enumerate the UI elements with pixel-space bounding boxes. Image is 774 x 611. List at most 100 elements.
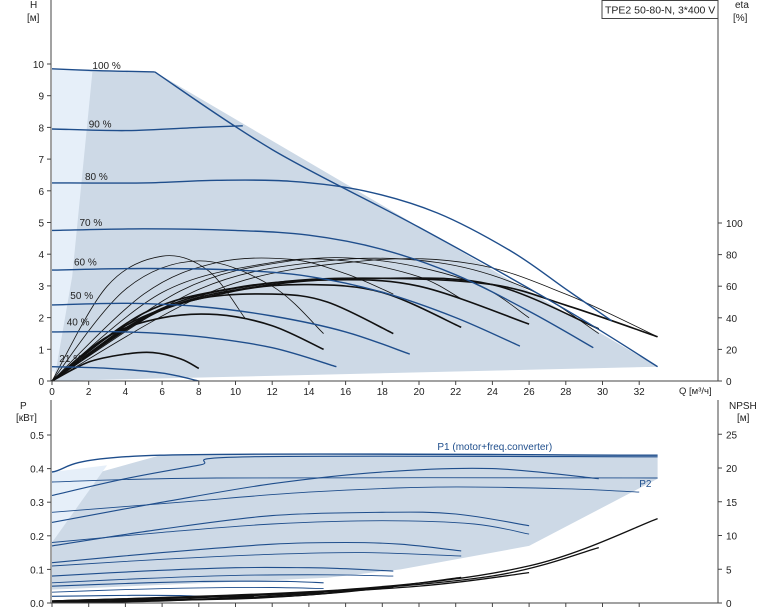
top-title-box: TPE2 50-80-N, 3*400 V [601, 0, 719, 19]
eta-tick-label: 60 [726, 282, 738, 293]
p2-curve-2 [51, 486, 640, 513]
qh-curve-60-percent [51, 267, 521, 347]
npsh-tick-label: 5 [726, 565, 732, 576]
top-operating-regions [52, 68, 658, 382]
efficiency-curve-13 [51, 255, 246, 382]
h-tick-label: 6 [38, 187, 44, 198]
eta-tick-label: 0 [726, 377, 732, 388]
p2-curve-5 [51, 574, 394, 584]
speed-label-100: 100 % [92, 61, 120, 72]
qh-curve-21-percent [51, 366, 199, 382]
max-curve-tail [154, 71, 658, 368]
qh-curve-100-percent [51, 68, 155, 73]
efficiency-curve-9 [51, 258, 462, 382]
bottom-y-label-name: P [20, 401, 27, 412]
qh-curve-40-percent [51, 330, 337, 368]
bottom-y-label-unit: [кВт] [16, 413, 37, 424]
eta-tick-label: 100 [726, 219, 743, 230]
p1-curve-8 [51, 594, 199, 597]
bottom-low-speed-region [52, 465, 108, 543]
h-tick-label: 1 [38, 345, 44, 356]
speed-label-80: 80 % [85, 172, 108, 183]
efficiency-curve-14 [51, 260, 324, 382]
p-tick-label: 0.3 [30, 498, 44, 509]
title-frame [601, 0, 719, 19]
p1-curve-1 [51, 453, 658, 473]
speed-label-60: 60 % [74, 258, 97, 269]
bottom-ticks: 0.0 0.1 0.2 0.3 0.4 0.5 0 5 10 15 20 25 [30, 430, 737, 610]
p1-curve-2 [51, 455, 658, 497]
npsh-tick-label: 15 [726, 498, 738, 509]
bottom-operating-region [52, 455, 658, 590]
p2-curve-3 [51, 520, 530, 543]
p2-curve-4 [51, 552, 462, 567]
h-tick-label: 0 [38, 377, 44, 388]
x-tick-label: 10 [230, 387, 242, 398]
x-tick-label: 14 [303, 387, 315, 398]
efficiency-curve-11 [51, 257, 600, 382]
qh-curve-50-percent [51, 302, 411, 355]
x-tick-label: 0 [49, 387, 55, 398]
top-y-label-name: H [30, 0, 37, 11]
x-tick-label: 32 [634, 387, 646, 398]
npsh-curve-4 [51, 517, 658, 602]
p-tick-label: 0.4 [30, 465, 44, 476]
top-low-speed-region [52, 68, 93, 372]
top-curves: 100 % 90 % 80 % 70 % 60 % 50 % 40 % 21 % [51, 61, 658, 382]
x-tick-label: 2 [86, 387, 92, 398]
h-tick-label: 10 [33, 60, 45, 71]
efficiency-curve-8 [51, 257, 394, 382]
p1-curve-4 [51, 511, 530, 547]
npsh-tick-label: 0 [726, 599, 732, 610]
h-tick-label: 8 [38, 123, 44, 134]
x-tick-label: 12 [267, 387, 279, 398]
qh-curve-90-percent [51, 125, 243, 132]
h-tick-label: 7 [38, 155, 44, 166]
efficiency-curve-12 [51, 258, 658, 382]
legend-p2: P2 [639, 479, 652, 490]
top-y-label-unit: [м] [27, 13, 40, 24]
bottom-curves [51, 453, 658, 604]
x-tick-label: 24 [487, 387, 499, 398]
eta-tick-label: 20 [726, 345, 738, 356]
h-tick-label: 5 [38, 219, 44, 230]
p1-curve-3 [51, 467, 599, 523]
p-tick-label: 0.5 [30, 431, 44, 442]
npsh-tick-label: 20 [726, 464, 738, 475]
p1-curve-5 [51, 541, 462, 564]
x-tick-label: 30 [597, 387, 609, 398]
top-eta-label-unit: [%] [733, 13, 748, 24]
x-tick-label: 28 [560, 387, 572, 398]
p2-curve-6 [51, 587, 324, 593]
h-tick-label: 9 [38, 92, 44, 103]
x-tick-label: 26 [524, 387, 536, 398]
p1-curve-6 [51, 566, 394, 577]
x-tick-label: 16 [340, 387, 352, 398]
x-tick-label: 4 [123, 387, 129, 398]
speed-label-70: 70 % [80, 218, 103, 229]
p-tick-label: 0.1 [30, 565, 44, 576]
eta-tick-label: 40 [726, 314, 738, 325]
h-tick-label: 3 [38, 282, 44, 293]
efficiency-curve-2 [51, 313, 324, 382]
bottom-operating-regions [52, 455, 658, 590]
speed-label-40: 40 % [67, 318, 90, 329]
top-x-label: Q [м³/ч] [679, 386, 712, 397]
top-ticks: 0 2 4 6 8 10 12 14 16 18 20 22 24 26 28 30 3201234567891… [33, 60, 743, 398]
efficiency-curve-1 [51, 351, 200, 382]
x-tick-label: 22 [450, 387, 462, 398]
npsh-tick-label: 10 [726, 532, 738, 543]
qh-curve-70-percent [51, 228, 594, 349]
x-tick-label: 20 [413, 387, 425, 398]
qh-curve-80-percent [51, 179, 613, 322]
top-eta-label-name: eta [735, 0, 749, 11]
npsh-curve-7 [51, 595, 254, 604]
p-tick-label: 0.0 [30, 599, 44, 610]
h-tick-label: 2 [38, 314, 44, 325]
speed-label-21: 21 % [59, 354, 82, 365]
legend-p1: P1 (motor+freq.converter) [437, 442, 552, 453]
x-tick-label: 6 [159, 387, 165, 398]
p1-curve-7 [51, 580, 324, 587]
eta-tick-label: 80 [726, 251, 738, 262]
